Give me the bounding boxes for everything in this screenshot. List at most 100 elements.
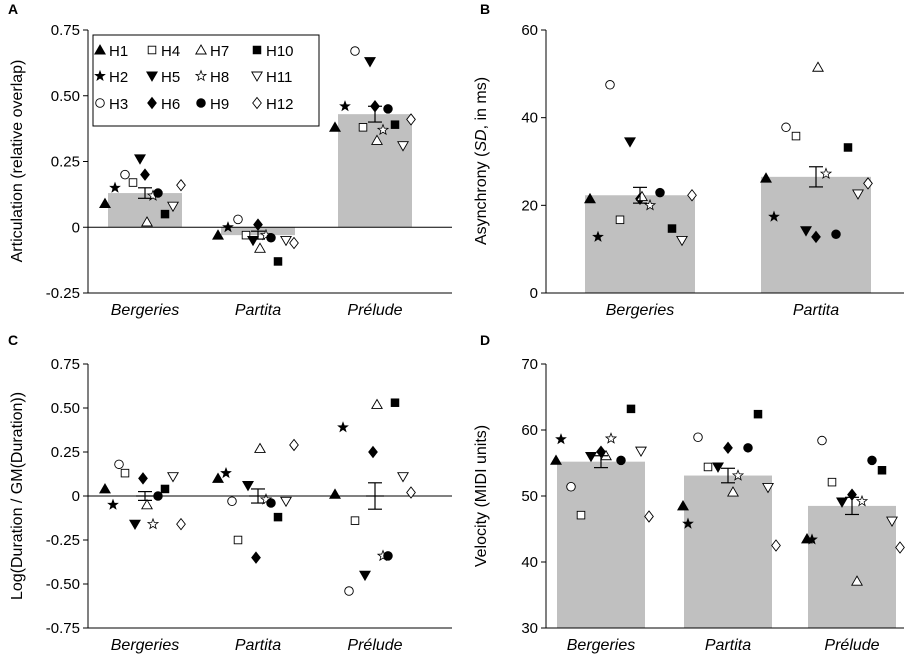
y-axis-title-part: SD [473,129,490,152]
data-point [768,210,780,222]
data-point [762,482,774,494]
data-point [107,498,119,510]
data-point [635,446,647,458]
y-tick-label: 0.75 [51,22,80,39]
data-point [819,167,833,179]
y-tick-label: 40 [521,554,538,571]
category-label: Bergeries [111,302,179,319]
data-point [259,493,273,505]
data-point [350,516,360,525]
data-point [254,442,266,453]
data-point [760,172,772,183]
data-point [851,575,863,586]
data-point [682,517,694,529]
category-label: Partita [793,302,839,319]
data-point [584,192,596,204]
panel-letter: B [480,1,490,17]
data-point [212,472,224,483]
legend-label: H2 [109,69,128,86]
data-point [616,455,626,466]
legend-marker [194,69,208,82]
data-point [604,432,618,444]
data-point [128,178,138,187]
y-tick-label: -0.75 [46,620,80,637]
data-point [731,469,745,481]
data-point [781,122,791,133]
data-point [120,169,130,180]
data-point [289,438,299,452]
data-point [160,209,170,219]
data-point [227,496,237,507]
data-point [138,472,148,485]
data-point [624,137,636,148]
category-label: Prélude [824,637,879,654]
data-point [555,433,567,445]
legend-marker [147,45,157,55]
y-axis-title: Velocity (MIDI units) [473,425,490,567]
data-point [867,455,877,466]
category-label: Partita [235,637,281,654]
data-point [836,497,848,508]
category-label: Bergeries [111,637,179,654]
data-point [266,233,276,243]
panel-letter: A [8,1,18,17]
legend-label: H10 [266,43,294,60]
data-point [273,257,283,266]
data-point [176,178,186,192]
data-point [251,551,261,564]
data-point [566,482,576,492]
mean-bar [585,195,695,293]
legend-label: H8 [210,69,229,86]
panel-letter: D [480,332,490,348]
legend-label: H12 [266,96,294,113]
legend-marker [252,45,262,55]
legend-marker [195,44,207,55]
y-tick-label: 0.25 [51,154,80,171]
data-point [344,586,354,596]
y-axis-title: Asynchrony (SD, in ms) [473,77,490,245]
data-point [247,235,259,247]
y-axis-title: Log(Duration / GM(Duration)) [9,392,26,600]
y-tick-label: 60 [521,22,538,39]
data-point [153,188,163,198]
data-point [167,201,179,213]
data-point [817,435,827,446]
legend-label: H5 [161,69,180,86]
y-tick-label: 40 [521,110,538,127]
data-point [141,498,153,510]
data-point [812,61,824,72]
data-point [233,214,243,225]
data-point [358,123,368,132]
mean-bar [808,505,896,628]
data-point [852,189,864,200]
data-point [863,177,873,190]
data-point [129,519,141,531]
data-point [339,100,351,112]
data-point [712,462,724,473]
data-point [160,484,170,494]
data-point [406,486,416,499]
legend-marker [147,96,157,110]
data-point [120,468,130,478]
data-point [800,226,812,237]
data-point [655,187,665,198]
data-point [383,104,393,114]
y-tick-label: 70 [521,356,538,373]
data-point [99,197,111,209]
mean-bar [338,114,412,228]
panel-d: D 30 40 50 60 70 Bergeries Partita Prélude Veloci… [473,332,905,654]
data-point [289,236,299,250]
legend-label: H3 [109,96,128,113]
y-tick-label: 0.50 [51,400,80,417]
data-point [337,421,349,433]
y-tick-label: -0.50 [46,576,80,593]
data-point [576,510,586,520]
data-point [626,404,636,414]
data-point [791,131,801,141]
data-point [592,230,604,242]
y-axis-title-part: Asynchrony ( [473,151,490,245]
y-tick-label: 20 [521,197,538,214]
y-tick-label: 0 [530,285,538,302]
data-point [368,445,378,459]
